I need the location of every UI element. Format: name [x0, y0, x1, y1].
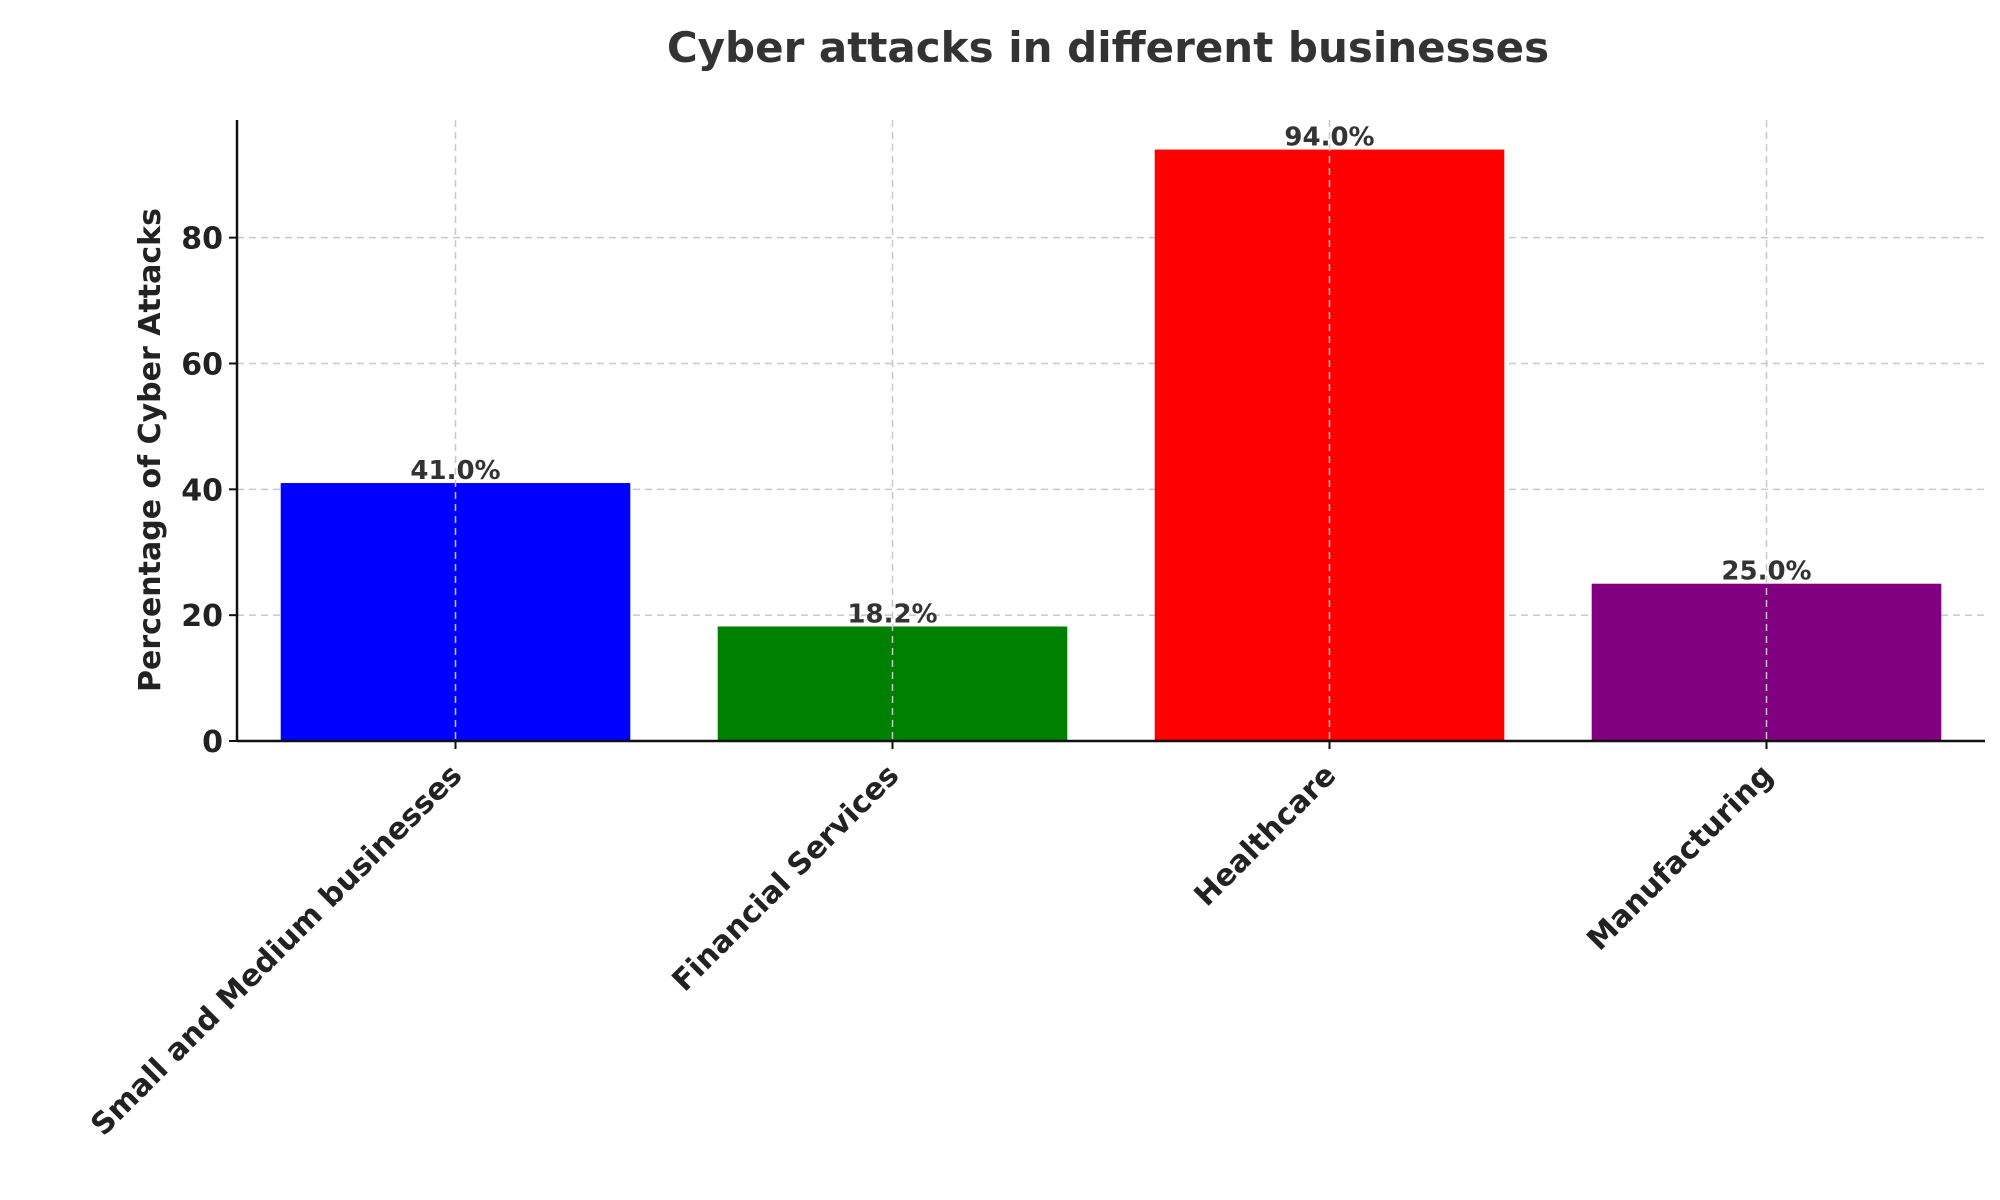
data-label: 94.0%: [1284, 123, 1374, 153]
x-tick-label: Financial Services: [665, 758, 906, 999]
data-labels: 41.0% 18.2% 94.0% 25.0%: [410, 123, 1811, 630]
data-label: 18.2%: [847, 599, 937, 629]
y-tick-label: 20: [181, 599, 223, 634]
x-tick-label: Manufacturing: [1580, 758, 1780, 958]
axes: [235, 120, 1985, 743]
data-label: 41.0%: [410, 456, 500, 486]
y-tick-label: 60: [181, 347, 223, 382]
y-axis-label: Percentage of Cyber Attacks: [133, 208, 168, 692]
y-ticks: 0 20 40 60 80: [181, 222, 237, 760]
chart-title: Cyber attacks in different businesses: [667, 23, 1549, 72]
y-tick-label: 40: [181, 473, 223, 508]
vertical-grid: [454, 120, 1768, 741]
y-tick-label: 80: [181, 222, 223, 257]
x-tick-label: Healthcare: [1188, 758, 1343, 913]
x-tick-label: Small and Medium businesses: [84, 758, 469, 1143]
data-label: 25.0%: [1721, 557, 1811, 587]
y-tick-label: 0: [202, 725, 223, 760]
x-ticks: Small and Medium businesses Financial Ser…: [84, 741, 1780, 1143]
